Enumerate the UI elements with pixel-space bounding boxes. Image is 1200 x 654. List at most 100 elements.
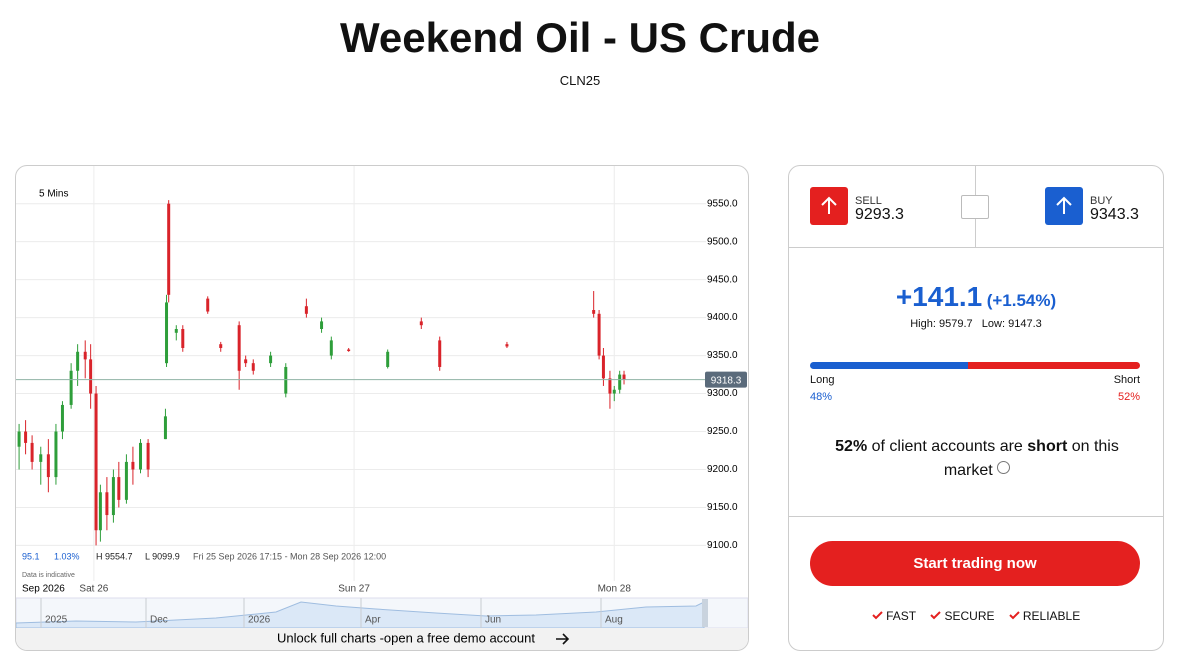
candle-body (244, 359, 248, 364)
navigator-handle[interactable] (702, 599, 708, 627)
arrow-icon (821, 196, 837, 214)
stat-change-pct: 1.03% (54, 551, 80, 561)
long-pct: 48% (810, 391, 833, 403)
sell-button[interactable] (810, 187, 848, 225)
candle-body (601, 355, 605, 379)
y-tick-label: 9400.0 (707, 312, 738, 323)
candle-body (612, 389, 616, 394)
y-tick-label: 9350.0 (707, 350, 738, 361)
x-tick-label: Sun 27 (338, 584, 370, 595)
candle-body (146, 442, 150, 470)
short-pct: 52% (1117, 391, 1140, 403)
navigator-label: Jun (485, 615, 501, 626)
candle-body (76, 351, 80, 371)
candle-body (608, 378, 612, 394)
feature: SECURE (930, 609, 995, 623)
candle-body (592, 310, 596, 314)
y-tick-label: 9150.0 (707, 502, 738, 513)
buy-price: 9343.3 (1090, 206, 1139, 223)
instrument-code: CLN25 (559, 73, 601, 88)
navigator-label: Aug (605, 615, 623, 626)
buy-label: BUY (1090, 195, 1113, 207)
page-title: Weekend Oil - US Crude (340, 14, 820, 61)
chart-cta[interactable]: Unlock full charts -open a free demo acc… (277, 630, 535, 645)
candle-body (284, 366, 288, 394)
candle-body (83, 351, 87, 360)
candle-body (98, 492, 102, 531)
candle-body (131, 461, 135, 470)
candle-body (167, 203, 171, 295)
buy-button[interactable] (1045, 187, 1083, 225)
sell-price: 9293.3 (855, 206, 904, 223)
stat-high: H 9554.7 (96, 551, 133, 561)
short-label: Short (1113, 374, 1140, 386)
stat-low: L 9099.9 (145, 551, 180, 561)
chart-card: 5 Mins 9100.0 9150.0 9200.0 9250.0 9300.0 935… (15, 165, 749, 651)
candle-body (438, 340, 442, 367)
candle-body (329, 340, 333, 356)
candle-body (69, 370, 73, 405)
navigator-label: 2025 (45, 615, 68, 626)
long-bar (810, 362, 969, 369)
candle-body (139, 442, 143, 470)
candle-body (347, 349, 351, 352)
sentiment-text: 52% of client accounts are short on this… (814, 435, 1140, 483)
navigator-label: Dec (150, 615, 168, 626)
x-tick-label: Sat 26 (79, 584, 108, 595)
candle-body (117, 477, 121, 500)
candle-body (622, 374, 626, 380)
stat-change: 95.1 (22, 551, 40, 561)
candle-body (269, 355, 273, 364)
change-row: +141.1 (+1.54%) (789, 281, 1163, 313)
high-low: High: 9579.7 Low: 9147.3 (789, 318, 1163, 330)
y-tick-label: 9100.0 (707, 540, 738, 551)
short-bar (968, 362, 1140, 369)
candle-body (24, 431, 28, 443)
y-tick-label: 9550.0 (707, 198, 738, 209)
disclaimer: Data is indicative (22, 572, 75, 579)
high-value: 9579.7 (938, 318, 973, 330)
candle-body (94, 393, 98, 531)
y-tick-label: 9450.0 (707, 274, 738, 285)
cta-band (16, 628, 748, 650)
sentiment-bar (810, 362, 1140, 369)
candle-body (30, 442, 34, 462)
info-icon[interactable] (997, 461, 1011, 474)
long-label: Long (810, 374, 835, 386)
low-value: 9147.3 (1008, 318, 1042, 330)
candle-body (39, 454, 43, 462)
y-tick-label: 9300.0 (707, 388, 738, 399)
candle-body (165, 302, 169, 364)
change-pct: (+1.54%) (986, 291, 1057, 310)
y-tick-label: 9500.0 (707, 236, 738, 247)
check-icon (872, 611, 883, 620)
divider (789, 247, 1163, 248)
sentence-part: 52% (835, 438, 868, 455)
candle-body (320, 321, 324, 329)
change-value: +141.1 (895, 281, 983, 312)
candle-body (251, 363, 255, 371)
feature-label: SECURE (944, 609, 995, 623)
candle-body (17, 431, 21, 447)
last-price-box (705, 371, 747, 388)
feature-label: RELIABLE (1022, 609, 1081, 623)
divider (789, 516, 1163, 517)
navigator-label: Apr (365, 615, 381, 626)
y-tick-label: 9250.0 (707, 426, 738, 437)
quantity-box[interactable] (961, 195, 989, 219)
candle-body (54, 431, 58, 478)
low-label: Low: (981, 318, 1006, 330)
candle-body (111, 477, 115, 516)
stat-range: Fri 25 Sep 2026 17:15 - Mon 28 Sep 2026 … (193, 551, 386, 561)
x-tick-label: Mon 28 (598, 584, 632, 595)
candle-body (105, 492, 109, 516)
navigator: 2025 Dec 2026 Apr Jun Aug (16, 597, 748, 629)
candle-body (237, 325, 241, 371)
features: FAST SECURE RELIABLE (789, 609, 1163, 623)
candle-body (419, 321, 423, 326)
sentence-part: short (1027, 438, 1068, 455)
start-trading-button[interactable]: Start trading now (810, 541, 1140, 586)
candle-body (89, 359, 93, 394)
candle-body (174, 328, 178, 333)
candle-body (181, 328, 185, 348)
